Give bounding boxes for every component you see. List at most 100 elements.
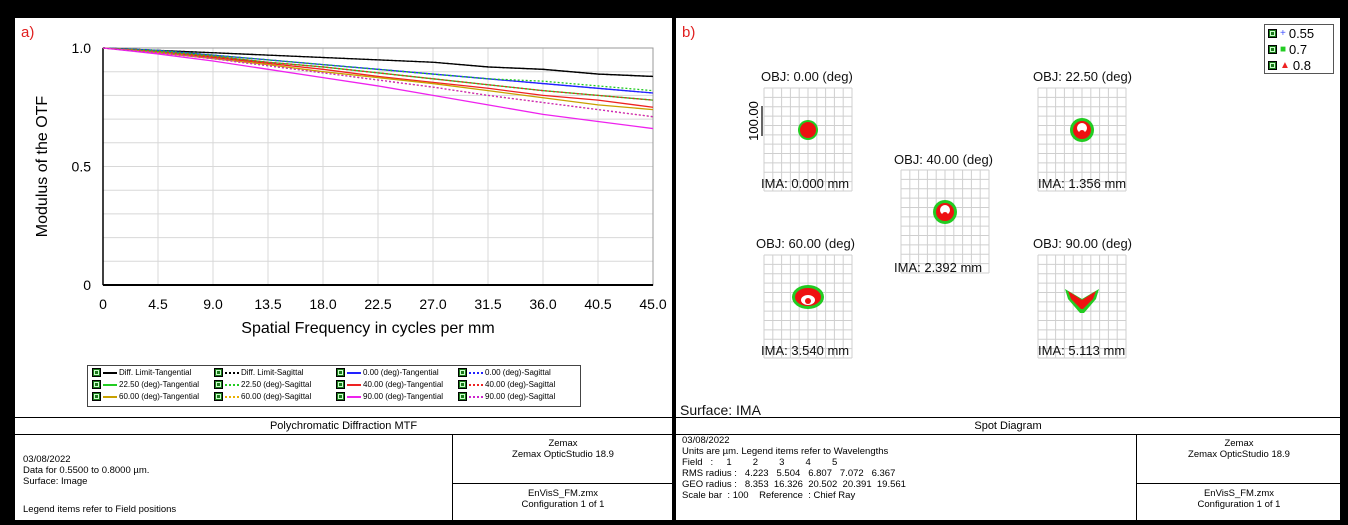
legend-label: 60.00 (deg)-Tangential — [119, 392, 200, 401]
spot-panel: b) +0.55 ■ 0.7 ▲ 0.8 100.00 OBJ: 0.00 (deg) … — [676, 18, 1341, 520]
spot-software-box: Zemax Zemax OpticStudio 18.9 — [1136, 434, 1341, 484]
mtf-legend-item: Diff. Limit-Tangential — [92, 368, 191, 377]
mtf-x-tick-label: 40.5 — [584, 296, 611, 312]
mtf-panel: a) 0 4.5 9.0 13.5 18.0 22.5 27.0 31.5 36.0 40.5 45… — [15, 18, 673, 520]
wavelength-marker-icon: ▲ — [1280, 59, 1290, 71]
mtf-software-box: Zemax Zemax OpticStudio 18.9 — [452, 434, 673, 484]
checkbox-icon — [214, 392, 223, 401]
spot-cell — [900, 169, 990, 274]
spot-geo-line: GEO radius : 8.353 16.326 20.502 20.391 … — [682, 479, 906, 490]
spot-core — [805, 298, 811, 304]
spot-cell — [763, 87, 853, 192]
mtf-x-tick-label: 45.0 — [639, 296, 666, 312]
legend-label: 0.00 (deg)-Sagittal — [485, 368, 551, 377]
spot-label-ima-4: IMA: 5.113 mm — [1038, 343, 1126, 358]
legend-swatch — [347, 383, 361, 386]
spot-red — [1068, 291, 1096, 309]
mtf-date: 03/08/2022 — [23, 454, 71, 465]
checkbox-icon — [214, 380, 223, 389]
surface-label: Surface: IMA — [680, 402, 761, 418]
legend-swatch — [347, 395, 361, 398]
mtf-y-tick-label: 0 — [83, 277, 91, 293]
spot-info-box: 03/08/2022 Units are µm. Legend items re… — [676, 434, 1136, 520]
mtf-x-tick-label: 0 — [99, 296, 107, 312]
mtf-legend-item: 40.00 (deg)-Sagittal — [458, 380, 555, 389]
spot-units-line: Units are µm. Legend items refer to Wave… — [682, 446, 889, 457]
spot-title-bar: Spot Diagram — [676, 417, 1340, 435]
mtf-vendor: Zemax — [548, 438, 578, 449]
checkbox-icon — [336, 368, 345, 377]
legend-label: 40.00 (deg)-Tangential — [363, 380, 444, 389]
spot-cell — [1037, 254, 1127, 359]
spot-red — [800, 122, 816, 138]
legend-swatch — [103, 383, 117, 386]
legend-swatch — [225, 371, 239, 374]
mtf-legend-item: 60.00 (deg)-Tangential — [92, 392, 199, 401]
mtf-x-tick-label: 4.5 — [148, 296, 168, 312]
legend-swatch — [469, 383, 483, 386]
spot-label-obj-1: OBJ: 22.50 (deg) — [1033, 69, 1132, 84]
checkbox-icon — [336, 392, 345, 401]
spot-cell — [1037, 87, 1127, 192]
spot-vendor: Zemax — [1224, 438, 1254, 449]
mtf-x-tick-label: 18.0 — [309, 296, 336, 312]
legend-swatch — [225, 383, 239, 386]
mtf-y-tick-label: 1.0 — [72, 40, 92, 56]
spot-diagram: 100.00 — [746, 87, 1127, 359]
scale-bar-label: 100.00 — [746, 101, 761, 141]
mtf-title: Polychromatic Diffraction MTF — [269, 420, 418, 432]
mtf-series-line — [102, 47, 654, 118]
checkbox-icon — [458, 380, 467, 389]
spot-scale-line: Scale bar : 100 Reference : Chief Ray — [682, 490, 856, 501]
checkbox-icon — [92, 392, 101, 401]
legend-label: 60.00 (deg)-Sagittal — [241, 392, 312, 401]
legend-label: 0.00 (deg)-Tangential — [363, 368, 439, 377]
spot-label-ima-3: IMA: 3.540 mm — [761, 343, 850, 358]
mtf-y-axis-label: Modulus of the OTF — [34, 96, 51, 238]
mtf-x-tick-label: 31.5 — [474, 296, 501, 312]
spot-file-box: EnVisS_FM.zmx Configuration 1 of 1 — [1136, 484, 1341, 520]
legend-label: 40.00 (deg)-Sagittal — [485, 380, 556, 389]
legend-swatch — [103, 395, 117, 398]
spot-label-ima-0: IMA: 0.000 mm — [761, 176, 850, 191]
spot-label-obj-0: OBJ: 0.00 (deg) — [761, 69, 853, 84]
mtf-file-name: EnVisS_FM.zmx — [527, 488, 599, 499]
mtf-legend-item: 22.50 (deg)-Tangential — [92, 380, 199, 389]
mtf-series-line — [102, 47, 654, 94]
mtf-legend-item: 90.00 (deg)-Sagittal — [458, 392, 555, 401]
spot-label-ima-1: IMA: 1.356 mm — [1038, 176, 1127, 191]
mtf-series-line — [102, 47, 654, 130]
mtf-file-box: EnVisS_FM.zmx Configuration 1 of 1 — [452, 484, 673, 520]
mtf-legend-item: 22.50 (deg)-Sagittal — [214, 380, 311, 389]
spot-rms-line: RMS radius : 4.223 5.504 6.807 7.072 6.3… — [682, 468, 896, 479]
panel-a-label: a) — [21, 24, 35, 41]
mtf-x-axis-label: Spatial Frequency in cycles per mm — [241, 320, 494, 337]
wavelength-legend: +0.55 ■ 0.7 ▲ 0.8 — [1264, 24, 1334, 74]
mtf-series-line — [102, 47, 654, 101]
panel-b-label: b) — [682, 24, 696, 41]
mtf-chart: 0 4.5 9.0 13.5 18.0 22.5 27.0 31.5 36.0 40.5 45.0 0… — [34, 40, 667, 337]
mtf-data-line: Data for 0.5500 to 0.8000 µm. — [23, 465, 150, 476]
checkbox-icon — [214, 368, 223, 377]
wavelength-label: 0.55 — [1288, 25, 1315, 41]
legend-swatch — [225, 395, 239, 398]
spot-date: 03/08/2022 — [682, 435, 730, 446]
legend-label: 90.00 (deg)-Sagittal — [485, 392, 556, 401]
mtf-series-line — [102, 47, 654, 108]
checkbox-icon — [458, 368, 467, 377]
legend-label: 90.00 (deg)-Tangential — [363, 392, 444, 401]
mtf-x-tick-label: 9.0 — [203, 296, 223, 312]
mtf-note: Legend items refer to Field positions — [23, 504, 177, 515]
legend-label: 22.50 (deg)-Tangential — [119, 380, 200, 389]
mtf-product: Zemax OpticStudio 18.9 — [512, 449, 614, 460]
mtf-legend: Diff. Limit-Tangential Diff. Limit-Sagitt… — [87, 365, 581, 407]
spot-label-obj-3: OBJ: 60.00 (deg) — [756, 236, 855, 251]
wavelength-legend-item: ▲ 0.8 — [1265, 57, 1333, 73]
checkbox-icon — [1268, 60, 1277, 70]
wavelength-label: 0.7 — [1289, 41, 1308, 57]
spot-core — [1079, 130, 1085, 136]
mtf-legend-item: 0.00 (deg)-Tangential — [336, 368, 439, 377]
spot-hole — [940, 205, 950, 215]
mtf-series-line — [102, 47, 654, 78]
mtf-x-tick-label: 27.0 — [419, 296, 446, 312]
